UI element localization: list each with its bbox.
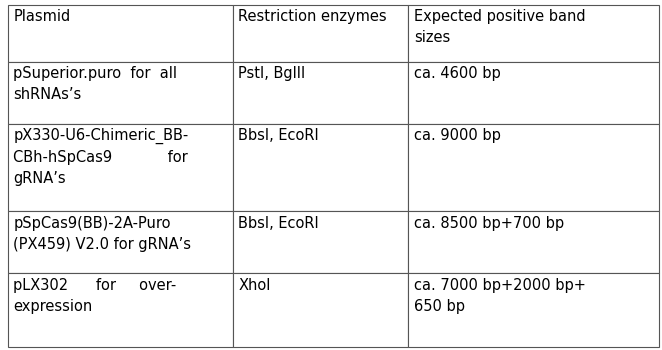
Bar: [8, 124, 233, 211]
Text: pX330-U6-Chimeric_BB-
CBh-hSpCas9            for
gRNA’s: pX330-U6-Chimeric_BB- CBh-hSpCas9 for gR…: [13, 128, 189, 186]
Text: PstI, BglII: PstI, BglII: [238, 66, 306, 81]
Text: ca. 8500 bp+700 bp: ca. 8500 bp+700 bp: [414, 216, 564, 231]
Bar: [408, 273, 659, 347]
Bar: [408, 5, 659, 62]
Text: Restriction enzymes: Restriction enzymes: [238, 9, 387, 25]
Text: BbsI, EcoRI: BbsI, EcoRI: [238, 128, 319, 143]
Text: ca. 9000 bp: ca. 9000 bp: [414, 128, 500, 143]
Text: pSpCas9(BB)-2A-Puro
(PX459) V2.0 for gRNA’s: pSpCas9(BB)-2A-Puro (PX459) V2.0 for gRN…: [13, 216, 191, 252]
Bar: [408, 124, 659, 211]
Text: Plasmid: Plasmid: [13, 9, 70, 25]
Bar: [408, 211, 659, 273]
Bar: [8, 5, 233, 62]
Text: XhoI: XhoI: [238, 278, 271, 293]
Text: ca. 4600 bp: ca. 4600 bp: [414, 66, 500, 81]
Bar: [233, 62, 408, 124]
Bar: [8, 211, 233, 273]
Text: pSuperior.puro  for  all
shRNAs’s: pSuperior.puro for all shRNAs’s: [13, 66, 177, 102]
Text: BbsI, EcoRI: BbsI, EcoRI: [238, 216, 319, 231]
Bar: [233, 273, 408, 347]
Bar: [8, 273, 233, 347]
Text: Expected positive band
sizes: Expected positive band sizes: [414, 9, 585, 46]
Bar: [233, 211, 408, 273]
Bar: [233, 5, 408, 62]
Text: ca. 7000 bp+2000 bp+
650 bp: ca. 7000 bp+2000 bp+ 650 bp: [414, 278, 586, 314]
Bar: [233, 124, 408, 211]
Bar: [408, 62, 659, 124]
Text: pLX302      for     over-
expression: pLX302 for over- expression: [13, 278, 177, 314]
Bar: [8, 62, 233, 124]
